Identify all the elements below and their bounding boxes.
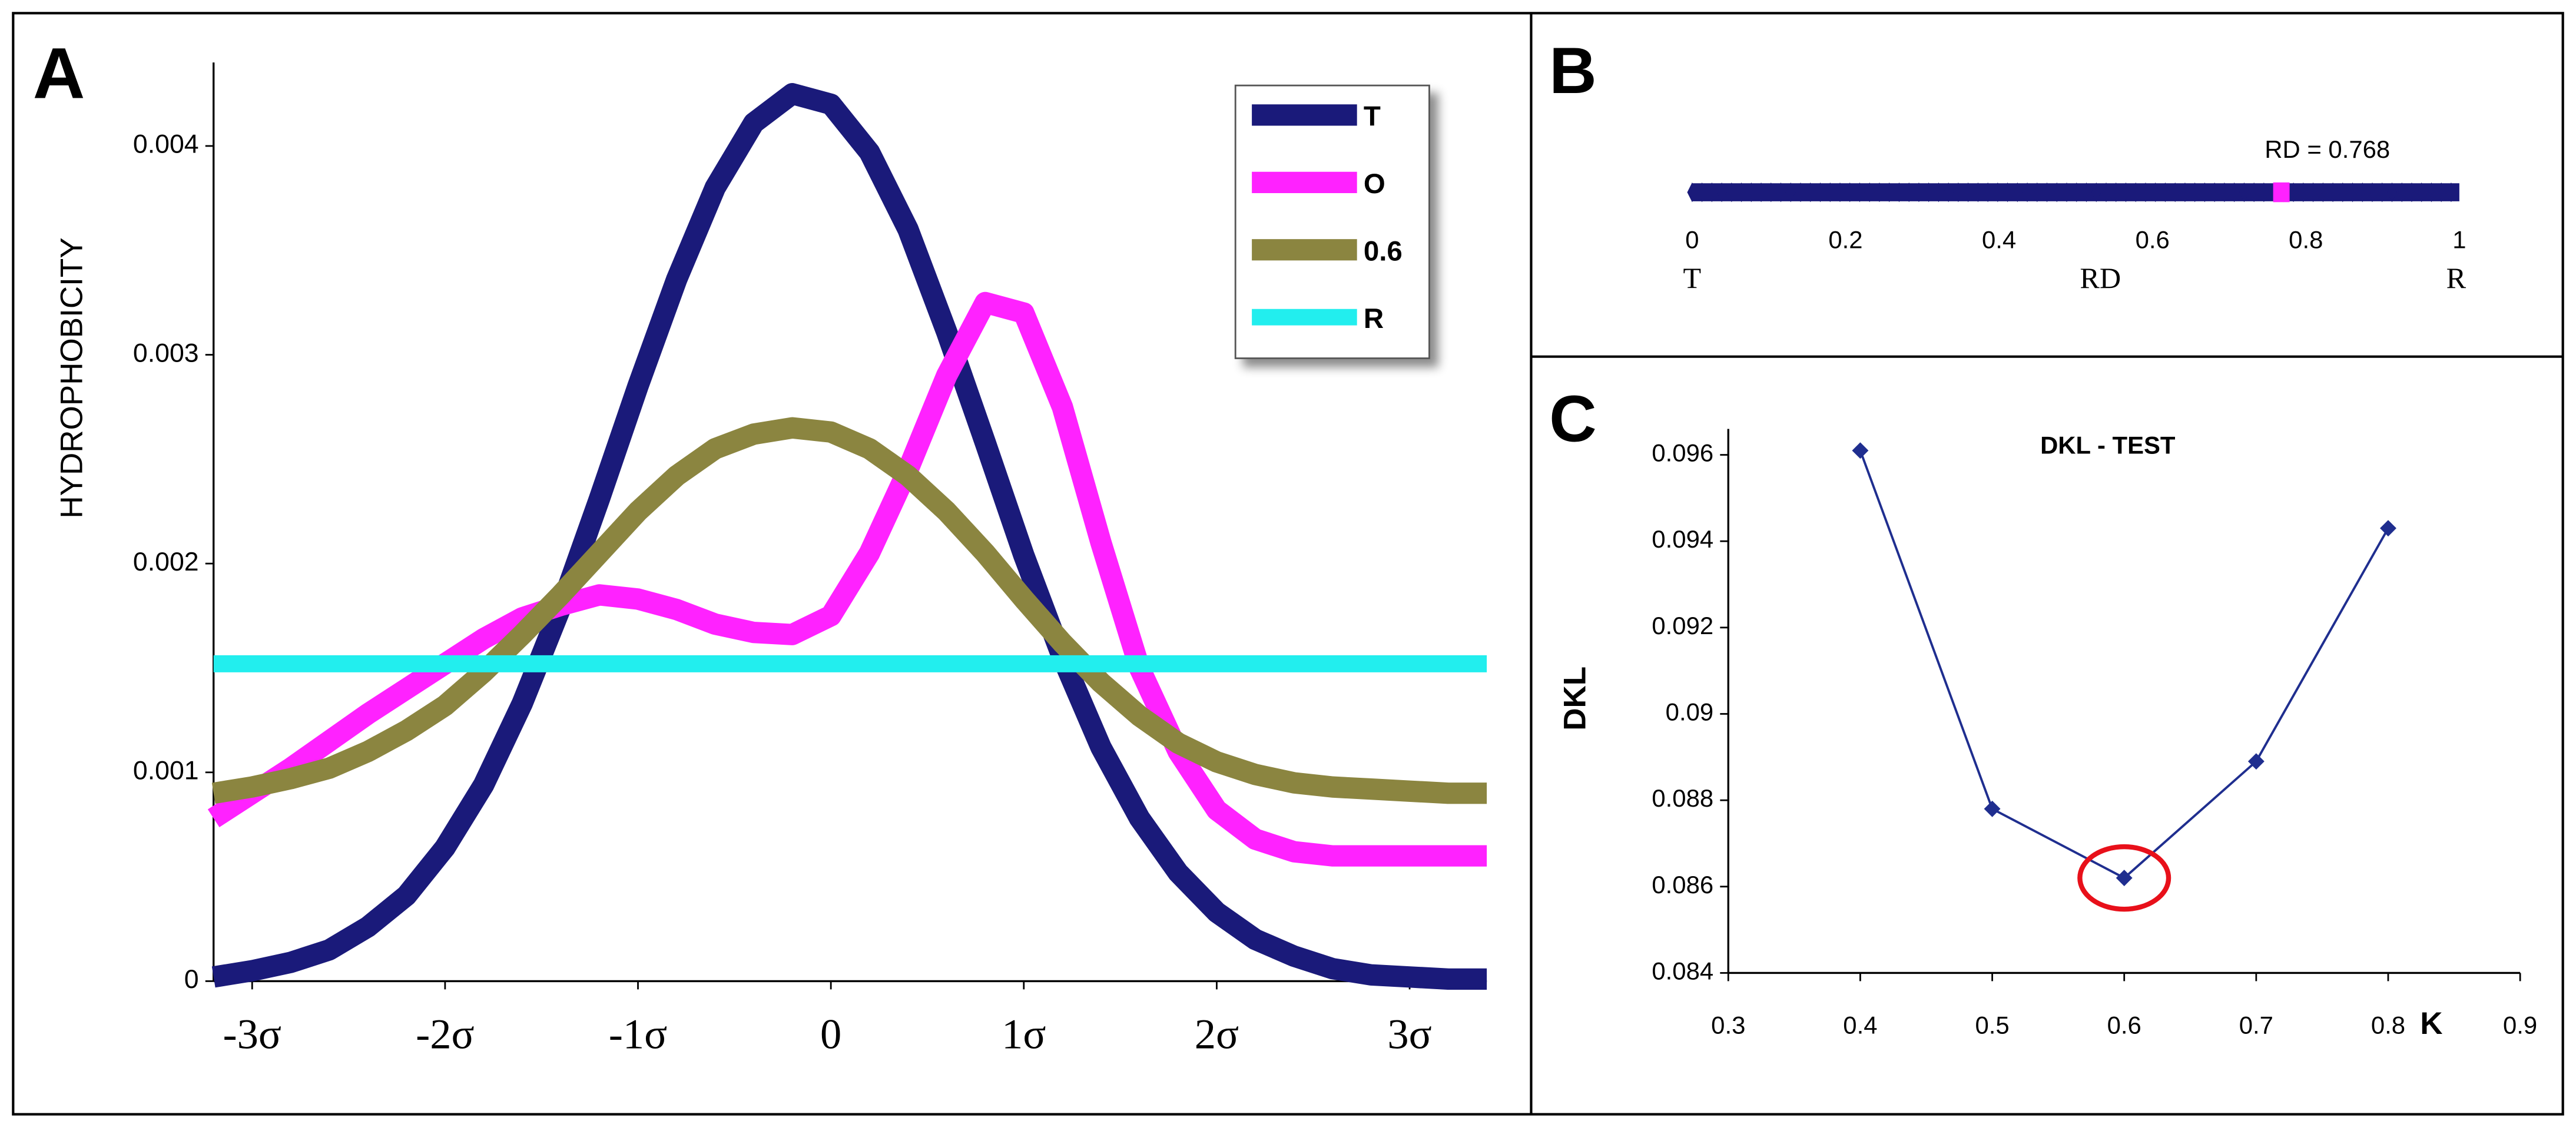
x-tick-label: 0.6 [2136, 226, 2170, 253]
x-tick-label: 0.2 [1828, 226, 1862, 253]
end-label: T [1683, 261, 1702, 294]
x-tick-label: -3σ [223, 1010, 281, 1058]
x-tick-label: 2σ [1195, 1010, 1239, 1058]
data-point [1984, 800, 2001, 817]
series-line [207, 291, 1487, 867]
end-label: R [2446, 261, 2466, 294]
x-tick-label: 0.6 [2107, 1012, 2141, 1039]
x-tick-label: -2σ [416, 1010, 475, 1058]
panel-letter: B [1549, 34, 1597, 107]
y-tick-label: 0.001 [133, 757, 199, 785]
x-tick-label: 0.4 [1982, 226, 2016, 253]
y-axis-label: DKL [1558, 667, 1593, 731]
value-label: RD = 0.768 [2265, 135, 2390, 163]
legend-label: R [1364, 303, 1384, 334]
x-tick-label: 1σ [1002, 1010, 1046, 1058]
x-axis-label: RD [2080, 261, 2121, 294]
series-line [211, 417, 1487, 804]
legend-label: O [1364, 168, 1385, 200]
x-axis-label: K [2420, 1006, 2442, 1041]
y-tick-label: 0.088 [1652, 784, 1713, 812]
x-tick-label: 0.8 [2371, 1012, 2405, 1039]
y-tick-label: 0.086 [1652, 871, 1713, 898]
chart-title: DKL - TEST [2040, 431, 2176, 459]
x-tick-label: 0.4 [1843, 1012, 1877, 1039]
x-tick-label: 0.3 [1711, 1012, 1745, 1039]
legend-label: 0.6 [1364, 236, 1403, 267]
data-point [2380, 520, 2396, 537]
legend-label: T [1364, 101, 1381, 132]
x-tick-label: 0 [1685, 226, 1699, 253]
y-tick-label: 0.096 [1652, 439, 1713, 467]
series-line [211, 83, 1487, 990]
y-tick-label: 0.092 [1652, 612, 1713, 639]
data-point [1852, 442, 1869, 459]
panel-letter: C [1549, 382, 1597, 456]
x-tick-label: 0.8 [2289, 226, 2323, 253]
highlight-circle [2077, 844, 2171, 912]
x-tick-label: 1 [2452, 226, 2466, 253]
data-point [2247, 753, 2265, 770]
panel-letter: A [33, 33, 85, 114]
x-tick-label: 3σ [1387, 1010, 1431, 1058]
rd-marker [2273, 182, 2290, 203]
x-tick-label: -1σ [609, 1010, 668, 1058]
y-tick-label: 0.003 [133, 339, 199, 367]
x-tick-label: 0 [820, 1010, 841, 1058]
y-tick-label: 0.09 [1666, 698, 1713, 726]
y-tick-label: 0.094 [1652, 525, 1713, 553]
y-tick-label: 0 [184, 965, 199, 994]
y-tick-label: 0.002 [133, 548, 199, 576]
x-tick-label: 0.5 [1975, 1012, 2009, 1039]
y-tick-label: 0.084 [1652, 957, 1713, 985]
y-axis-label: HYDROPHOBICITY [55, 237, 89, 518]
data-point [2116, 870, 2133, 887]
y-tick-label: 0.004 [133, 130, 199, 159]
x-tick-label: 0.7 [2239, 1012, 2273, 1039]
x-tick-label: 0.9 [2503, 1012, 2537, 1039]
